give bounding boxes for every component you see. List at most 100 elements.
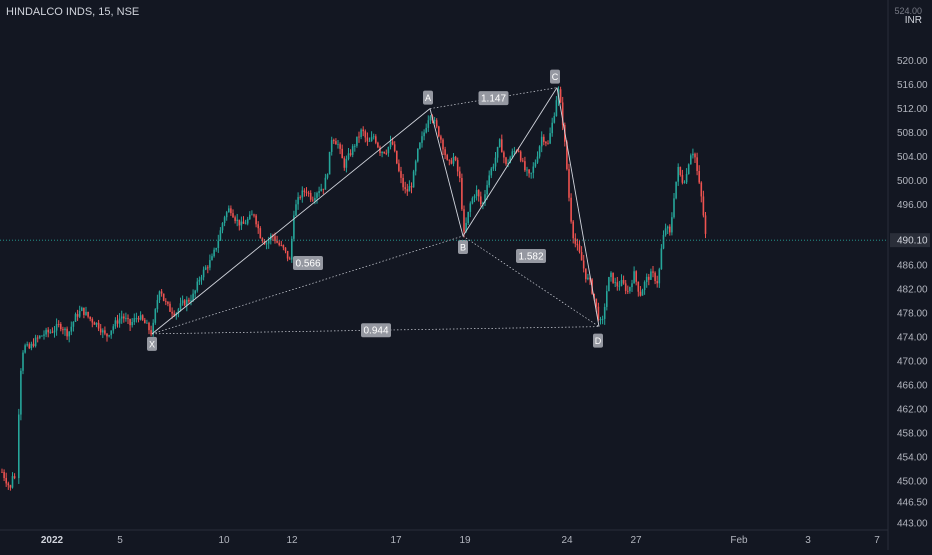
- candle: [492, 163, 495, 172]
- candle: [685, 168, 688, 185]
- candle: [34, 334, 37, 348]
- candle: [240, 216, 243, 230]
- candle: [125, 312, 127, 322]
- candle: [690, 153, 692, 165]
- candle: [375, 134, 377, 145]
- candle: [440, 134, 442, 144]
- candle: [393, 141, 396, 153]
- price-axis[interactable]: 520.00 516.00 512.00 508.00 504.00 500.00 496.…: [887, 0, 930, 550]
- price-tick-label: 504.00: [897, 152, 928, 163]
- candle: [196, 277, 199, 293]
- candle: [507, 159, 509, 168]
- candle: [70, 321, 73, 336]
- candle: [385, 149, 388, 156]
- candle: [280, 240, 283, 247]
- candle: [339, 142, 341, 155]
- symbol-title[interactable]: HINDALCO INDS, 15, NSE: [6, 6, 140, 18]
- candle: [282, 244, 285, 251]
- pattern-point-d[interactable]: D: [593, 333, 603, 348]
- candle: [480, 191, 482, 207]
- candle: [85, 306, 87, 316]
- pattern-point-x[interactable]: X: [147, 336, 157, 351]
- candle: [501, 134, 503, 153]
- ratio-label[interactable]: 0.944: [361, 323, 391, 338]
- time-axis[interactable]: 2022 5 10 12 17 19 24 27 Feb 3 7: [0, 529, 888, 546]
- candle: [76, 309, 79, 321]
- candle: [49, 329, 52, 334]
- candle: [305, 187, 308, 197]
- candle: [139, 311, 142, 321]
- price-tick-label: 446.50: [897, 497, 928, 508]
- candle: [538, 145, 541, 159]
- currency-label[interactable]: 524.00 INR: [894, 6, 922, 26]
- candle: [427, 115, 430, 132]
- candle: [530, 172, 532, 179]
- ratio-line-xd[interactable]: [151, 326, 600, 335]
- pattern-point-a[interactable]: A: [423, 90, 433, 105]
- candle: [118, 313, 121, 328]
- candle: [467, 211, 469, 226]
- candle: [364, 129, 367, 143]
- ratio-label[interactable]: 0.566: [293, 256, 323, 270]
- candle: [351, 144, 354, 158]
- pattern-leg-bc[interactable]: [462, 87, 558, 237]
- candle: [400, 166, 402, 184]
- candle: [39, 335, 41, 340]
- pattern-point-b[interactable]: B: [458, 239, 468, 254]
- price-tick-label: 454.00: [897, 452, 928, 463]
- candle: [81, 306, 83, 312]
- ratio-line-bd[interactable]: [462, 235, 600, 327]
- pattern-leg-xa[interactable]: [151, 108, 431, 335]
- candle: [303, 188, 306, 197]
- candle: [307, 190, 310, 197]
- candle: [446, 153, 448, 161]
- candle: [696, 152, 698, 176]
- candle: [643, 280, 646, 295]
- candle: [358, 131, 360, 143]
- current-price-badge[interactable]: 490.10: [890, 233, 930, 248]
- candle: [372, 133, 375, 140]
- candle: [169, 301, 171, 313]
- candle: [234, 215, 236, 224]
- candle: [230, 205, 232, 216]
- ratio-label[interactable]: 1.582: [516, 249, 546, 263]
- ratio-label[interactable]: 1.147: [478, 91, 509, 106]
- currency-unit: INR: [904, 15, 922, 26]
- pattern-leg-ab[interactable]: [429, 108, 464, 237]
- candle: [459, 166, 461, 183]
- candle: [211, 253, 213, 261]
- candle: [404, 181, 406, 194]
- time-tick-label: 19: [459, 535, 471, 546]
- candle: [192, 289, 194, 302]
- candle: [141, 314, 144, 322]
- candle: [370, 131, 373, 142]
- candle: [545, 141, 547, 147]
- candle: [442, 138, 444, 155]
- candle: [259, 226, 262, 239]
- pattern-leg-cd[interactable]: [556, 87, 600, 327]
- price-tick-label: 486.00: [897, 260, 928, 271]
- candle: [664, 223, 667, 237]
- candle: [349, 149, 352, 157]
- candle: [669, 224, 671, 236]
- candle: [47, 327, 49, 338]
- candle: [123, 313, 125, 323]
- candle: [116, 314, 119, 328]
- candle: [144, 317, 146, 324]
- harmonic-pattern-layer[interactable]: 1.147 0.566 1.582 0.944 X A B C D: [0, 69, 888, 351]
- candle: [547, 140, 549, 145]
- candle: [618, 280, 621, 291]
- candle: [286, 250, 289, 262]
- candle: [198, 276, 201, 285]
- candle: [614, 277, 616, 288]
- pattern-point-c[interactable]: C: [550, 69, 560, 84]
- candle: [410, 182, 413, 194]
- candle: [496, 146, 499, 163]
- candle: [60, 322, 62, 332]
- time-tick-label: 3: [805, 535, 811, 546]
- price-tick-label: 496.00: [897, 200, 928, 211]
- candle: [158, 290, 161, 303]
- price-tick-label: 466.00: [897, 380, 928, 391]
